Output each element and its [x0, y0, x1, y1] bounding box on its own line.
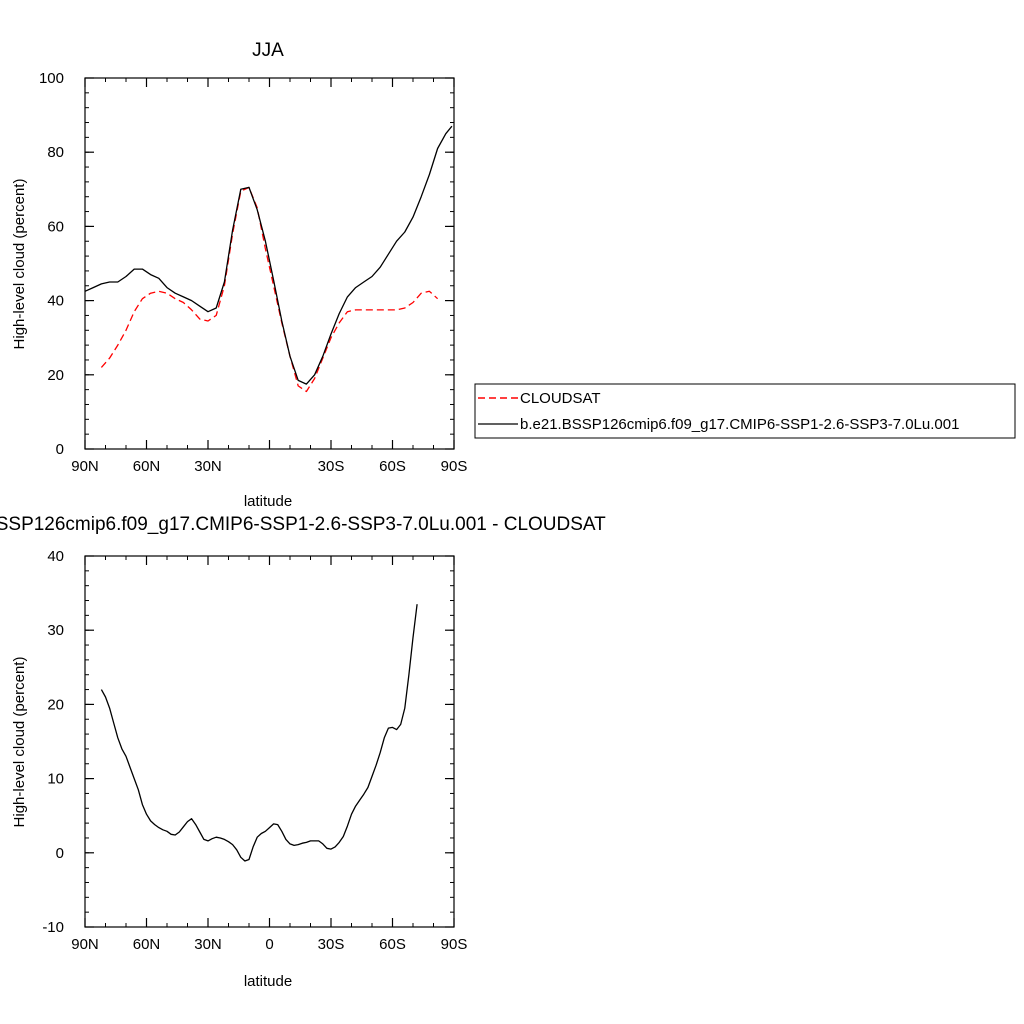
- legend: CLOUDSAT b.e21.BSSP126cmip6.f09_g17.CMIP…: [474, 383, 1016, 439]
- x-tick-label: 60N: [133, 458, 161, 475]
- y-tick-label: 0: [56, 845, 64, 862]
- series-line-model: [84, 125, 453, 385]
- y-tick-label: 100: [39, 70, 64, 87]
- x-tick-label: 0: [265, 936, 273, 953]
- chart-title: JJA: [252, 40, 284, 61]
- y-tick-label: 40: [47, 548, 64, 565]
- panel-top: JJA High-level cloud (percent) latitude …: [11, 40, 467, 510]
- x-tick-label: 60N: [133, 936, 161, 953]
- legend-box: [474, 383, 1016, 439]
- x-tick-label: 90N: [71, 936, 99, 953]
- y-axis-label: High-level cloud (percent): [11, 179, 28, 350]
- panel-bottom: b.e21.BSSP126cmip6.f09_g17.CMIP6-SSP1-2.…: [0, 514, 606, 990]
- x-tick-label: 30N: [194, 458, 222, 475]
- y-tick-label: 30: [47, 622, 64, 639]
- y-tick-label: 80: [47, 144, 64, 161]
- y-tick-label: 10: [47, 771, 64, 788]
- x-tick-label: 30S: [318, 458, 345, 475]
- plot-frame: [84, 555, 455, 928]
- axis-ticks: 90N 60N 30N 0 30S 60S 90S -10 0 10 20 30 40: [42, 548, 467, 953]
- series-line-difference: [100, 604, 418, 862]
- data-lines: [84, 125, 453, 393]
- x-tick-label: 30N: [194, 936, 222, 953]
- x-tick-label: 90S: [441, 936, 468, 953]
- x-tick-label: 60S: [379, 936, 406, 953]
- x-tick-label: 90N: [71, 458, 99, 475]
- x-tick-label: 90S: [441, 458, 468, 475]
- series-line-cloudsat: [100, 186, 439, 393]
- chart-title-difference: b.e21.BSSP126cmip6.f09_g17.CMIP6-SSP1-2.…: [0, 514, 606, 535]
- legend-label-cloudsat: CLOUDSAT: [520, 390, 601, 407]
- x-axis-label: latitude: [244, 973, 292, 990]
- x-tick-label: 60S: [379, 458, 406, 475]
- y-tick-label: 0: [56, 441, 64, 458]
- legend-label-model: b.e21.BSSP126cmip6.f09_g17.CMIP6-SSP1-2.…: [520, 416, 959, 433]
- plot-frame: [84, 77, 455, 450]
- y-tick-label: 20: [47, 696, 64, 713]
- x-axis-label: latitude: [244, 493, 292, 510]
- y-tick-label: -10: [42, 919, 64, 936]
- x-tick-label: 30S: [318, 936, 345, 953]
- y-tick-label: 60: [47, 218, 64, 235]
- axis-ticks: 90N 60N 30N 30S 60S 90S 0 20 40 60 80 100: [39, 70, 467, 475]
- y-tick-label: 20: [47, 367, 64, 384]
- y-axis-label: High-level cloud (percent): [11, 657, 28, 828]
- data-lines: [100, 604, 418, 862]
- y-tick-label: 40: [47, 293, 64, 310]
